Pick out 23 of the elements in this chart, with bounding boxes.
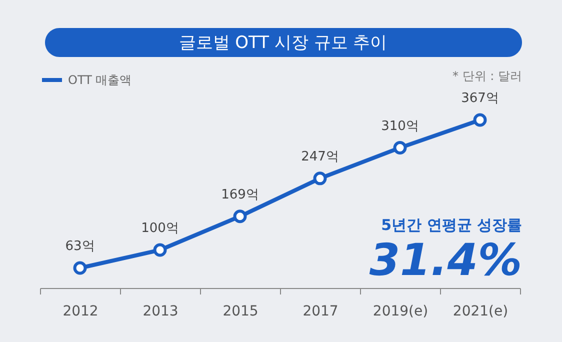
chart-title: 글로벌 OTT 시장 규모 추이 bbox=[178, 33, 388, 53]
x-tick-label: 2019(e) bbox=[372, 304, 428, 320]
annotation: 5년간 연평균 성장률 bbox=[381, 216, 522, 234]
annotation: 31.4% bbox=[369, 235, 522, 286]
data-label: 367억 bbox=[461, 91, 499, 106]
x-tick-label: 2021(e) bbox=[452, 304, 508, 320]
point bbox=[233, 210, 247, 224]
x-tick-label: 2012 bbox=[62, 304, 98, 320]
x-tick-label: 2013 bbox=[142, 304, 178, 320]
point bbox=[473, 113, 487, 127]
data-label: 247억 bbox=[301, 149, 339, 164]
x-tick-label: 2015 bbox=[222, 304, 258, 320]
data-label: 100억 bbox=[141, 220, 179, 236]
point bbox=[153, 243, 167, 257]
x-tick-label: 2017 bbox=[302, 304, 338, 320]
data-label: 169억 bbox=[221, 187, 259, 202]
data-label: 63억 bbox=[65, 239, 95, 254]
legend-label: OTT 매출액 bbox=[68, 73, 132, 87]
text: * 단위 : 달러 bbox=[452, 69, 522, 83]
point bbox=[313, 172, 327, 186]
point bbox=[393, 141, 407, 154]
data-label: 310억 bbox=[381, 118, 419, 134]
point bbox=[73, 261, 87, 275]
